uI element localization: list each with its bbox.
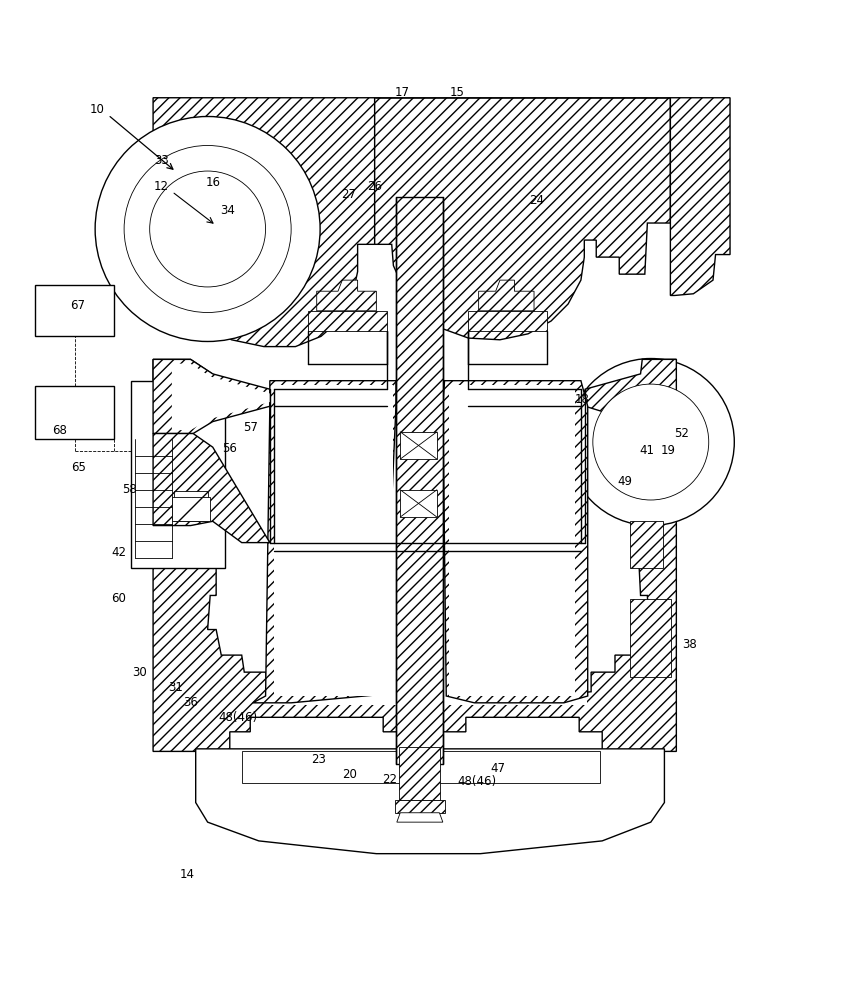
Bar [174, 491, 208, 521]
Bar [270, 372, 587, 705]
Polygon shape [242, 751, 599, 783]
Bar [274, 385, 393, 696]
Text: 10: 10 [90, 103, 104, 116]
Text: 22: 22 [381, 773, 397, 786]
Bar [400, 432, 437, 459]
Polygon shape [585, 359, 676, 434]
Text: 58: 58 [122, 483, 137, 496]
Polygon shape [196, 749, 664, 854]
Text: 67: 67 [71, 299, 86, 312]
Text: 16: 16 [205, 176, 221, 189]
Text: 52: 52 [674, 427, 689, 440]
Polygon shape [153, 359, 270, 434]
Bar [630, 521, 663, 568]
Polygon shape [670, 98, 730, 295]
Text: 15: 15 [450, 86, 465, 99]
Polygon shape [395, 800, 445, 813]
Bar [221, 376, 634, 628]
Bar [449, 385, 575, 696]
Polygon shape [374, 98, 670, 340]
Polygon shape [469, 311, 547, 331]
Text: 26: 26 [367, 180, 382, 193]
Bar [131, 381, 225, 568]
Text: 49: 49 [617, 475, 633, 488]
Circle shape [150, 171, 266, 287]
Text: 56: 56 [222, 442, 237, 455]
Text: 34: 34 [220, 204, 234, 217]
Text: 30: 30 [132, 666, 147, 679]
Text: 47: 47 [490, 762, 505, 775]
Polygon shape [253, 381, 396, 703]
Text: 24: 24 [529, 194, 544, 207]
Polygon shape [172, 364, 270, 430]
Polygon shape [316, 280, 376, 311]
Circle shape [124, 145, 292, 313]
Text: 48(46): 48(46) [457, 775, 497, 788]
Text: 18: 18 [575, 393, 590, 406]
Polygon shape [308, 311, 387, 331]
Bar [400, 490, 437, 517]
Polygon shape [153, 98, 374, 347]
Bar [399, 747, 440, 800]
Text: 68: 68 [52, 424, 67, 437]
Text: 36: 36 [183, 696, 198, 709]
Text: 19: 19 [660, 444, 675, 457]
Bar [35, 285, 114, 336]
Text: 65: 65 [71, 461, 86, 474]
Circle shape [567, 359, 734, 526]
Text: 14: 14 [180, 868, 195, 881]
Text: 20: 20 [342, 768, 357, 781]
Bar [630, 599, 671, 677]
Text: 12: 12 [154, 180, 169, 193]
Text: 41: 41 [640, 444, 655, 457]
Text: 33: 33 [154, 154, 169, 167]
Polygon shape [153, 434, 270, 543]
Circle shape [593, 384, 709, 500]
Text: 57: 57 [243, 421, 257, 434]
Circle shape [95, 116, 320, 341]
Bar [172, 497, 210, 521]
Polygon shape [479, 280, 534, 311]
Text: 31: 31 [168, 681, 184, 694]
Text: 17: 17 [394, 86, 410, 99]
Text: 42: 42 [111, 546, 127, 559]
Bar [35, 386, 114, 439]
Polygon shape [443, 381, 587, 703]
Polygon shape [153, 359, 676, 751]
Text: 48(46): 48(46) [219, 711, 258, 724]
Polygon shape [397, 813, 443, 822]
Polygon shape [396, 197, 443, 764]
Text: 27: 27 [342, 188, 357, 201]
Text: 60: 60 [111, 592, 127, 605]
Text: 23: 23 [311, 753, 326, 766]
Text: 38: 38 [682, 638, 698, 651]
